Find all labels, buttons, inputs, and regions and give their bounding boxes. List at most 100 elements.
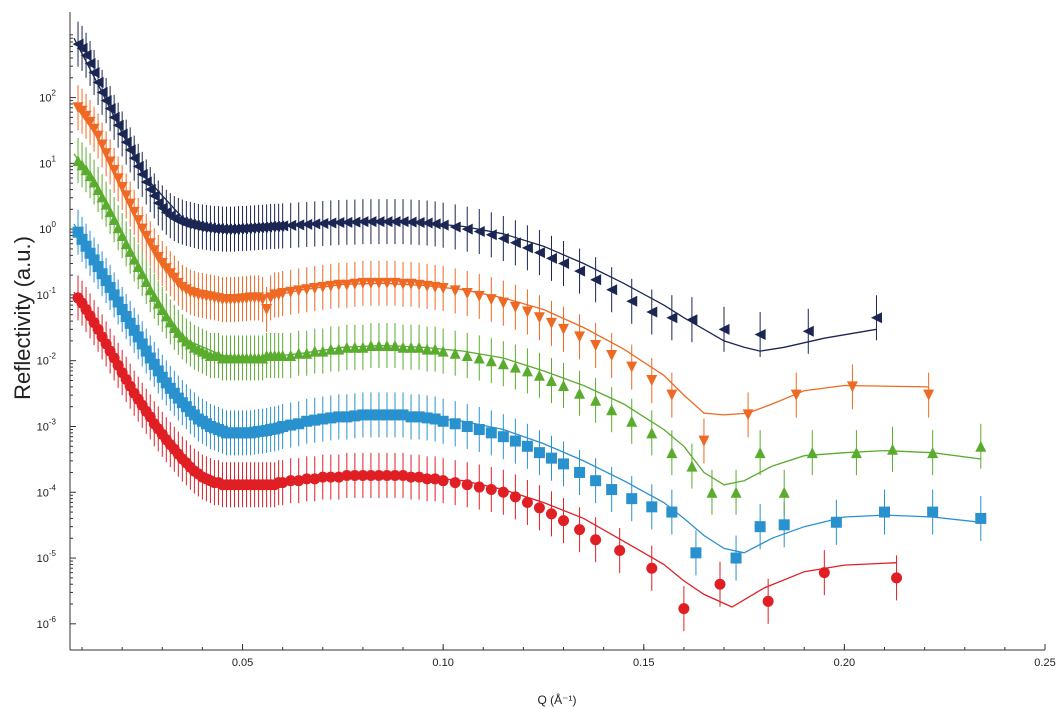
- y-tick-label: 10-5: [37, 549, 57, 565]
- data-point: [152, 252, 164, 264]
- data-point: [325, 343, 337, 355]
- y-tick-label: 100: [39, 220, 56, 236]
- data-point: [357, 277, 369, 289]
- data-point: [461, 420, 473, 432]
- data-point: [116, 304, 128, 316]
- data-point: [144, 352, 156, 364]
- data-point: [590, 534, 602, 546]
- data-point: [437, 475, 449, 487]
- data-point: [509, 237, 521, 249]
- data-point: [84, 116, 96, 128]
- data-point: [646, 306, 658, 318]
- data-point: [317, 281, 329, 293]
- data-point: [128, 152, 140, 164]
- data-point: [325, 280, 337, 292]
- data-point: [830, 516, 842, 528]
- data-point: [558, 258, 570, 270]
- data-point: [533, 502, 545, 514]
- data-point: [132, 160, 144, 172]
- data-point: [112, 119, 124, 131]
- y-tick-base: 10: [39, 158, 51, 170]
- y-tick-base: 10: [37, 487, 49, 499]
- data-point: [349, 410, 361, 422]
- data-point: [76, 42, 88, 54]
- data-point: [88, 176, 100, 188]
- x-tick-label: 0.10: [432, 657, 453, 669]
- data-point: [818, 567, 830, 579]
- data-point: [341, 341, 353, 353]
- data-point: [381, 469, 393, 481]
- data-point: [666, 506, 678, 518]
- data-point: [349, 469, 361, 481]
- y-tick-label: 102: [39, 89, 56, 105]
- data-point: [646, 427, 658, 439]
- data-point: [421, 473, 433, 485]
- y-tick-base: 10: [39, 224, 51, 236]
- data-point: [421, 280, 433, 292]
- data-point: [144, 184, 156, 196]
- data-point: [574, 466, 586, 478]
- y-tick-base: 10: [37, 553, 49, 565]
- data-point: [666, 312, 678, 324]
- data-point: [413, 341, 425, 353]
- data-point: [116, 128, 128, 140]
- data-point: [590, 340, 602, 352]
- data-point: [148, 358, 160, 370]
- data-point: [614, 545, 626, 557]
- data-point: [397, 341, 409, 353]
- data-point: [429, 281, 441, 293]
- data-point: [606, 484, 618, 496]
- data-point: [762, 595, 774, 607]
- data-point: [357, 409, 369, 421]
- data-point: [590, 475, 602, 487]
- data-point: [742, 409, 754, 421]
- data-point: [678, 603, 690, 615]
- data-point: [136, 338, 148, 350]
- data-point: [96, 191, 108, 203]
- data-point: [261, 304, 273, 316]
- data-point: [473, 352, 485, 364]
- data-point: [108, 214, 120, 226]
- data-point: [152, 365, 164, 377]
- y-tick-exponent: -4: [49, 483, 57, 492]
- data-point: [124, 317, 136, 329]
- data-point: [754, 521, 766, 533]
- data-point: [365, 409, 377, 421]
- data-point: [405, 341, 417, 353]
- data-point: [545, 317, 557, 329]
- data-point: [309, 414, 321, 426]
- data-point: [152, 197, 164, 209]
- data-point: [309, 283, 321, 295]
- data-point: [870, 312, 882, 324]
- data-point: [879, 506, 891, 518]
- data-point: [389, 340, 401, 352]
- data-point: [706, 486, 718, 498]
- data-point: [887, 443, 899, 455]
- data-point: [449, 347, 461, 359]
- data-point: [104, 206, 116, 218]
- data-point: [397, 278, 409, 290]
- data-point: [975, 440, 987, 452]
- data-point: [437, 415, 449, 427]
- data-point: [92, 130, 104, 142]
- data-point: [381, 277, 393, 289]
- data-point: [646, 562, 658, 574]
- data-point: [846, 381, 858, 393]
- data-point: [437, 345, 449, 357]
- data-point: [666, 447, 678, 459]
- x-ticks: 0.05 0.10 0.15 0.20 0.25: [81, 644, 1056, 669]
- data-point: [413, 279, 425, 291]
- data-point: [128, 253, 140, 265]
- data-point: [686, 314, 698, 326]
- data-point: [473, 226, 485, 238]
- data-point: [461, 479, 473, 491]
- data-point: [558, 458, 570, 470]
- data-point: [120, 238, 132, 250]
- data-point: [293, 285, 305, 297]
- data-point: [112, 173, 124, 185]
- y-tick-exponent: 1: [52, 154, 57, 163]
- series-group: [72, 275, 903, 632]
- data-point: [92, 261, 104, 273]
- data-point: [357, 341, 369, 353]
- data-point: [365, 216, 377, 228]
